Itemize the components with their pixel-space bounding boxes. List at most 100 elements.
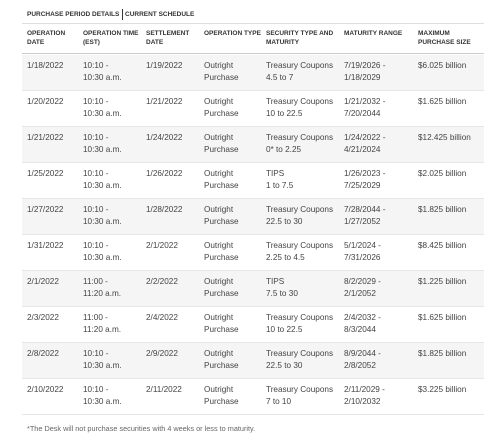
table-cell: $12.425 billion	[418, 132, 471, 144]
table-cell: Treasury Coupons 0* to 2.25	[266, 132, 333, 155]
cell-line: Outright	[204, 169, 234, 178]
table-cell: Treasury Coupons 10 to 22.5	[266, 96, 333, 119]
cell-line: 7.5 to 30	[266, 288, 298, 298]
cell-line: $6.025 billion	[418, 61, 467, 70]
table-cell: Treasury Coupons 2.25 to 4.5	[266, 240, 333, 263]
cell-line: Outright	[204, 133, 234, 142]
table-cell: 1/25/2022	[27, 168, 63, 180]
column-header: OPERATION DATE	[27, 30, 65, 47]
table-cell: Outright Purchase	[204, 240, 239, 263]
cell-line: 2/8/2052	[344, 360, 376, 370]
cell-line: 1/18/2022	[27, 61, 64, 70]
table-cell: 1/27/2022	[27, 204, 63, 216]
table-cell: 2/11/2029 - 2/10/2032	[344, 384, 385, 407]
cell-line: 10:10 -	[83, 169, 109, 178]
cell-line: 10:30 a.m.	[83, 144, 122, 154]
table-cell: 10:10 - 10:30 a.m.	[83, 348, 122, 371]
cell-line: $1.625 billion	[418, 313, 467, 322]
cell-line: 1/19/2022	[146, 61, 183, 70]
cell-line: 7/20/2044	[344, 108, 381, 118]
header-line: DATE	[27, 38, 45, 46]
cell-line: TIPS	[266, 169, 285, 178]
cell-line: Purchase	[204, 144, 239, 154]
cell-line: 1/21/2022	[27, 133, 64, 142]
table-cell: 11:00 - 11:20 a.m.	[83, 312, 121, 335]
cell-line: 10:10 -	[83, 385, 109, 394]
cell-line: 10:30 a.m.	[83, 396, 122, 406]
cell-line: 11:20 a.m.	[83, 324, 122, 334]
cell-line: Outright	[204, 241, 234, 250]
cell-line: 7/28/2044 -	[344, 205, 386, 214]
table-cell: Outright Purchase	[204, 96, 239, 119]
table-cell: 10:10 - 10:30 a.m.	[83, 132, 122, 155]
table-cell: Treasury Coupons 4.5 to 7	[266, 60, 333, 83]
cell-line: 10:30 a.m.	[83, 360, 122, 370]
cell-line: Purchase	[204, 180, 239, 190]
table-cell: Treasury Coupons 22.5 to 30	[266, 348, 333, 371]
table-cell: 2/4/2032 - 8/3/2044	[344, 312, 381, 335]
cell-line: Purchase	[204, 252, 239, 262]
cell-line: 2/10/2032	[344, 396, 381, 406]
cell-line: Outright	[204, 385, 234, 394]
cell-line: Treasury Coupons	[266, 385, 334, 394]
table-cell: $8.425 billion	[418, 240, 466, 252]
cell-line: Purchase	[204, 72, 239, 82]
cell-line: 7/19/2026 -	[344, 61, 386, 70]
table-cell: 1/24/2022	[146, 132, 182, 144]
column-header: OPERATION TYPE	[204, 30, 261, 39]
cell-line: 11:00 -	[83, 277, 108, 286]
cell-line: 1/26/2022	[146, 169, 183, 178]
table-cell: $1.825 billion	[418, 204, 466, 216]
column-header: MATURITY RANGE	[344, 30, 402, 39]
cell-line: 2/1/2022	[146, 241, 178, 250]
cell-line: Treasury Coupons	[266, 97, 334, 106]
cell-line: 10:10 -	[83, 241, 109, 250]
table-cell: 10:10 - 10:30 a.m.	[83, 96, 122, 119]
table-cell: 10:10 - 10:30 a.m.	[83, 60, 122, 83]
table-cell: 8/2/2029 - 2/1/2052	[344, 276, 381, 299]
table-row: 1/20/2022 10:10 - 10:30 a.m. 1/21/2022 Outri…	[22, 91, 484, 127]
table-cell: $6.025 billion	[418, 60, 466, 72]
cell-line: 1/31/2022	[27, 241, 64, 250]
table-cell: 2/11/2022	[146, 384, 182, 396]
table-cell: 5/1/2024 - 7/31/2026	[344, 240, 381, 263]
cell-line: 10:10 -	[83, 61, 109, 70]
table-row: 1/21/2022 10:10 - 10:30 a.m. 1/24/2022 Outri…	[22, 127, 484, 163]
cell-line: Outright	[204, 349, 234, 358]
header-line: MATURITY RANGE	[344, 30, 403, 37]
table-cell: 10:10 - 10:30 a.m.	[83, 240, 122, 263]
table-cell: 2/1/2022	[146, 240, 178, 252]
table-cell: Outright Purchase	[204, 276, 239, 299]
tab[interactable]: CURRENT SCHEDULE	[125, 11, 195, 18]
cell-line: 10 to 22.5	[266, 324, 303, 334]
table-cell: 1/21/2022	[146, 96, 182, 108]
table-cell: 1/26/2022	[146, 168, 182, 180]
table-cell: Outright Purchase	[204, 204, 239, 227]
cell-line: 10:10 -	[83, 97, 109, 106]
table-cell: 7/19/2026 - 1/18/2029	[344, 60, 385, 83]
table-cell: 2/2/2022	[146, 276, 178, 288]
table-cell: 2/3/2022	[27, 312, 59, 324]
table-cell: 10:10 - 10:30 a.m.	[83, 168, 122, 191]
table-cell: TIPS 1 to 7.5	[266, 168, 293, 191]
cell-line: 10:30 a.m.	[83, 108, 122, 118]
cell-line: 10:30 a.m.	[83, 216, 122, 226]
cell-line: 10:30 a.m.	[83, 72, 122, 82]
table-cell: $1.625 billion	[418, 96, 466, 108]
cell-line: 10:30 a.m.	[83, 180, 122, 190]
cell-line: 1/27/2052	[344, 216, 381, 226]
cell-line: 1/18/2029	[344, 72, 381, 82]
cell-line: Purchase	[204, 216, 239, 226]
table-cell: Outright Purchase	[204, 312, 239, 335]
cell-line: 2/1/2022	[27, 277, 59, 286]
table-cell: 10:10 - 10:30 a.m.	[83, 384, 122, 407]
cell-line: Purchase	[204, 324, 239, 334]
cell-line: Outright	[204, 205, 234, 214]
cell-line: 0* to 2.25	[266, 144, 302, 154]
footnote: *The Desk will not purchase securities w…	[27, 424, 256, 433]
cell-line: 4/21/2024	[344, 144, 381, 154]
cell-line: Treasury Coupons	[266, 133, 334, 142]
tab[interactable]: PURCHASE PERIOD DETAILS	[27, 11, 120, 18]
cell-line: Purchase	[204, 288, 239, 298]
